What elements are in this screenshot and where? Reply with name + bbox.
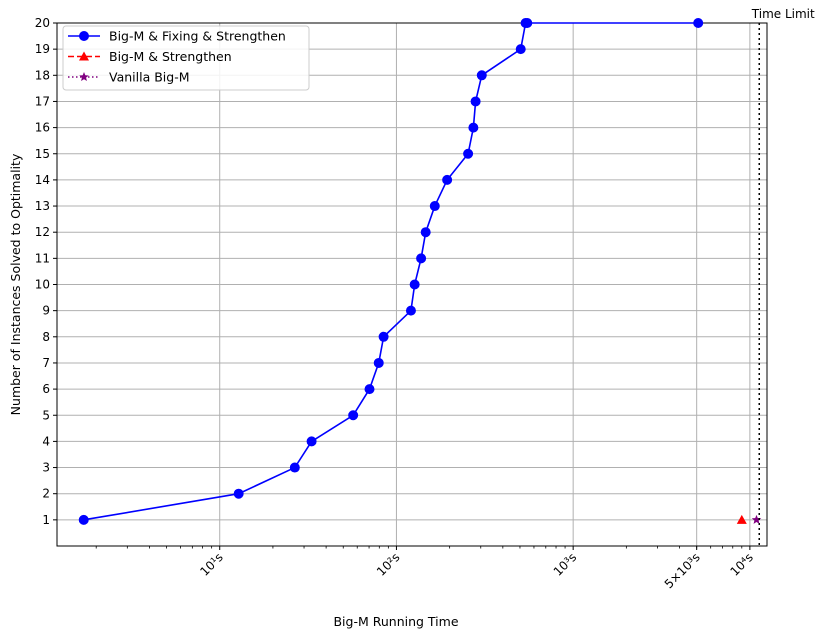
y-tick-label: 12 <box>35 225 50 239</box>
data-point <box>289 462 300 473</box>
data-point <box>364 384 375 395</box>
x-axis-title: Big-M Running Time <box>333 614 458 629</box>
legend-entry: Vanilla Big-M <box>68 70 190 85</box>
data-point <box>416 253 427 264</box>
legend-label: Big-M & Strengthen <box>109 49 232 64</box>
y-tick-label: 13 <box>35 199 50 213</box>
y-axis-title: Number of Instances Solved to Optimality <box>8 153 23 415</box>
data-point <box>78 514 89 525</box>
y-tick-label: 15 <box>35 147 50 161</box>
y-tick-label: 4 <box>42 434 50 448</box>
data-point <box>736 514 747 524</box>
x-tick-label: 10⁴s <box>727 550 756 579</box>
data-point <box>233 488 244 499</box>
legend: Big-M & Fixing & Strengthen Big-M & Stren… <box>62 25 310 91</box>
y-tick-label: 5 <box>42 408 50 422</box>
legend-entry: Big-M & Fixing & Strengthen <box>68 29 286 44</box>
y-tick-label: 17 <box>35 94 50 108</box>
data-point <box>442 174 453 185</box>
data-point <box>348 410 359 421</box>
time-limit-marker: Time Limit <box>751 7 815 546</box>
y-tick-label: 3 <box>42 461 50 475</box>
data-point <box>468 122 479 133</box>
data-point <box>429 201 440 212</box>
data-point <box>409 279 420 290</box>
series-2 <box>751 514 762 524</box>
series-line <box>83 22 699 521</box>
data-point <box>420 227 431 238</box>
y-tick-label: 16 <box>35 121 50 135</box>
data-point <box>751 514 762 524</box>
y-tick-label: 18 <box>35 68 50 82</box>
y-tick-label: 6 <box>42 382 50 396</box>
x-tick-label: 5×10³s <box>662 550 703 591</box>
x-tick-label: 10²s <box>374 550 403 579</box>
data-point <box>463 148 474 159</box>
legend-label: Big-M & Fixing & Strengthen <box>109 29 286 44</box>
legend-box <box>62 25 310 91</box>
series-1 <box>736 514 747 524</box>
data-point <box>476 70 487 81</box>
series-layer <box>78 18 762 525</box>
x-tick-label: 10³s <box>551 550 580 579</box>
y-tick-label: 10 <box>35 278 50 292</box>
data-point <box>373 357 384 368</box>
y-tick-label: 7 <box>42 356 50 370</box>
legend-marker <box>79 31 89 41</box>
data-point <box>522 18 533 28</box>
y-tick-label: 1 <box>42 513 50 527</box>
y-tick-label: 8 <box>42 330 50 344</box>
x-axis: 10¹s 10²s 10³s 5×10³s 10⁴s <box>95 546 756 591</box>
y-tick-label: 19 <box>35 42 50 56</box>
legend-marker <box>79 72 89 82</box>
y-tick-label: 9 <box>42 304 50 318</box>
data-point <box>515 44 526 55</box>
series-0 <box>78 18 704 525</box>
data-point <box>306 436 317 447</box>
data-point <box>405 305 416 316</box>
data-point <box>470 96 481 107</box>
grid-lines <box>57 22 767 546</box>
y-tick-label: 14 <box>35 173 50 187</box>
x-tick-label: 10¹s <box>197 550 226 579</box>
legend-label: Vanilla Big-M <box>109 70 190 85</box>
data-point <box>378 331 389 342</box>
legend-entry: Big-M & Strengthen <box>68 49 232 64</box>
data-point <box>693 18 704 28</box>
y-tick-label: 20 <box>35 16 50 30</box>
y-tick-label: 2 <box>42 487 50 501</box>
y-tick-label: 11 <box>35 251 50 265</box>
time-limit-label: Time Limit <box>751 7 815 21</box>
legend-marker <box>79 51 89 61</box>
